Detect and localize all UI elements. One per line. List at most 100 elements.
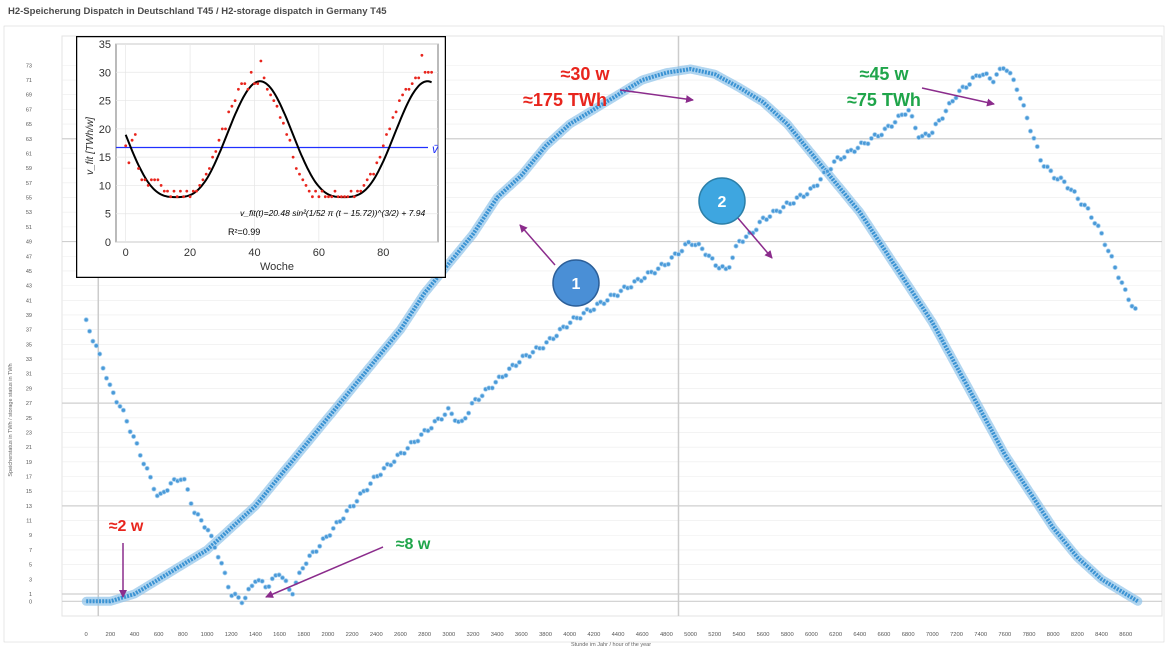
series-2-point	[889, 124, 895, 130]
series-2-point	[1004, 68, 1010, 74]
inset-point	[269, 93, 272, 97]
series-2-point	[198, 517, 204, 523]
series-2-point	[550, 336, 556, 342]
series-2-point	[239, 600, 245, 606]
series-2-point	[195, 511, 201, 517]
inset-point	[259, 59, 263, 63]
series-2-point	[1044, 164, 1050, 170]
series-2-point	[330, 525, 336, 531]
inset-point	[417, 76, 421, 80]
series-2-point	[950, 98, 956, 104]
inset-point	[172, 189, 176, 193]
y-tick-label: 31	[26, 372, 32, 378]
inset-point	[359, 189, 363, 193]
inset-point	[311, 195, 314, 199]
series-2-point	[249, 583, 255, 589]
series-2-point	[757, 219, 763, 225]
x-tick-label: 3200	[467, 632, 480, 638]
inset-point	[333, 189, 337, 193]
x-tick-label: 3000	[442, 632, 455, 638]
series-2-point	[696, 241, 702, 247]
series-2-point	[364, 487, 370, 493]
series-2-point	[120, 407, 126, 413]
series-2-point	[801, 194, 807, 200]
series-2-point	[1099, 230, 1105, 236]
x-tick-label: 4000	[563, 632, 576, 638]
series-2-point	[852, 149, 858, 155]
inset-point	[430, 70, 433, 74]
series-2-point	[401, 450, 407, 456]
series-2-point	[462, 415, 468, 421]
series-2-point	[188, 501, 194, 507]
annotation-30w: ≈30 w	[561, 64, 611, 84]
x-tick-label: 1800	[297, 632, 310, 638]
series-2-point	[283, 578, 289, 584]
series-2-point	[1095, 223, 1101, 229]
series-2-point	[425, 428, 431, 434]
series-2-point	[540, 345, 546, 351]
y-tick-label: 0	[29, 599, 32, 605]
inset-point	[227, 110, 231, 114]
series-2-point	[882, 126, 888, 132]
series-2-point	[1085, 205, 1091, 211]
inset-point	[414, 76, 417, 80]
inset-y-tick-label: 35	[99, 39, 111, 51]
series-2-point	[618, 288, 624, 294]
inset-point	[340, 195, 343, 199]
inset-x-tick-label: 80	[377, 247, 389, 259]
x-tick-label: 1000	[201, 632, 214, 638]
inset-point	[323, 195, 327, 199]
series-2-point	[222, 570, 228, 576]
x-tick-label: 7000	[926, 632, 939, 638]
series-2-point	[154, 493, 160, 499]
inset-point	[401, 93, 404, 97]
series-1-curve	[81, 64, 1143, 606]
y-tick-label: 65	[26, 122, 32, 128]
series-2-point	[391, 459, 397, 465]
series-2-point	[652, 270, 658, 276]
inset-x-tick-label: 60	[313, 247, 325, 259]
inset-point	[304, 184, 308, 187]
series-2-point	[388, 462, 394, 468]
x-tick-label: 7400	[974, 632, 987, 638]
inset-formula: v_fit(t)=20.48 sin²(1/52 π (t − 15.72))^…	[240, 208, 425, 218]
series-2-point	[97, 351, 103, 357]
x-tick-label: 3800	[539, 632, 552, 638]
series-2-point	[219, 560, 225, 566]
series-2-marker-circle	[698, 177, 746, 225]
series-2-point	[940, 116, 946, 122]
series-2-point	[706, 253, 712, 259]
y-tick-label: 13	[26, 504, 32, 510]
series-2-point	[164, 487, 170, 493]
y-tick-label: 61	[26, 151, 32, 157]
series-2-point	[215, 554, 221, 560]
x-tick-label: 4800	[660, 632, 673, 638]
annotation-45w: ≈45 w	[860, 64, 910, 84]
inset-y-tick-label: 5	[105, 209, 111, 221]
series-2-point	[1105, 248, 1111, 254]
x-tick-label: 2200	[346, 632, 359, 638]
series-2-point	[967, 82, 973, 88]
series-2-point	[1109, 253, 1115, 259]
series-2-point	[963, 85, 969, 91]
x-tick-label: 3400	[491, 632, 504, 638]
x-tick-label: 6800	[902, 632, 915, 638]
inset-point	[343, 195, 346, 199]
series-2-point	[225, 584, 231, 590]
series-2-point	[855, 145, 861, 151]
series-2-point	[764, 217, 770, 223]
series-2-point	[1129, 303, 1135, 309]
series-2-point	[709, 255, 715, 261]
y-tick-label: 5	[29, 563, 32, 569]
x-axis-label: Stunde im Jahr / hour of the year	[571, 642, 651, 648]
inset-point	[233, 99, 237, 102]
x-tick-label: 2800	[418, 632, 431, 638]
y-axis: 0135791113151719212325272931333537394143…	[26, 63, 32, 605]
main-grid	[62, 36, 1162, 616]
y-tick-label: 17	[26, 475, 32, 481]
series-2-point	[340, 516, 346, 522]
series-2-point	[296, 570, 302, 576]
series-2-point	[476, 397, 482, 403]
series-2-point	[337, 519, 343, 525]
